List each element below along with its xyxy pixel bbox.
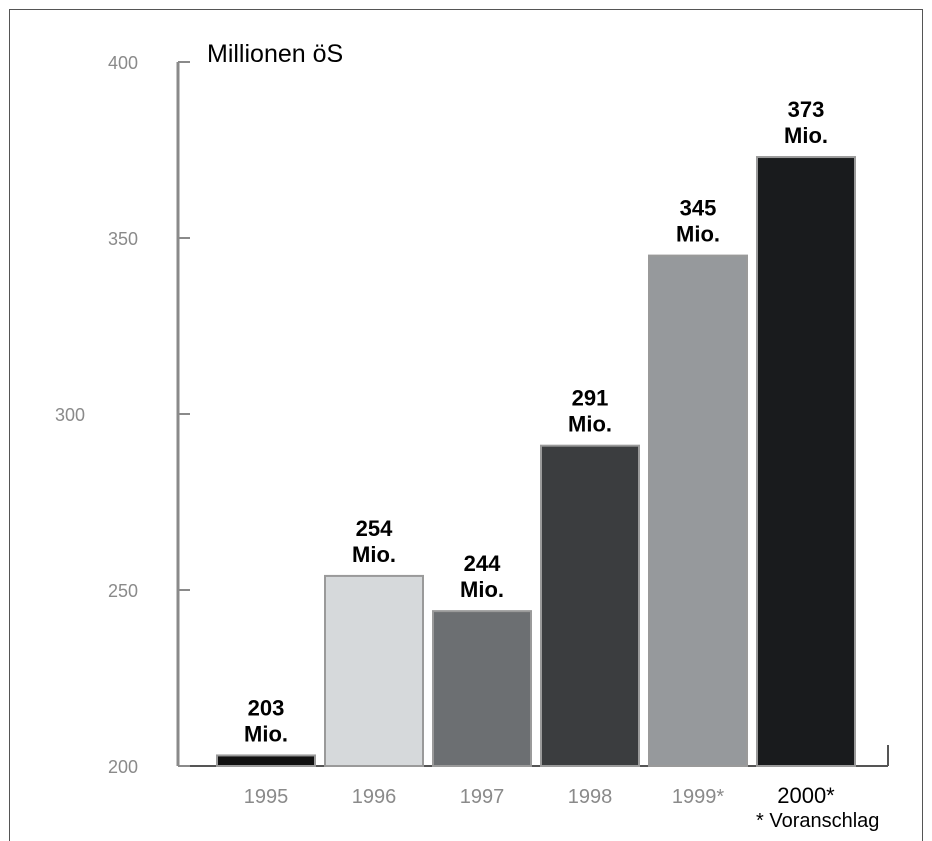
value-labels: 203 Mio. 254 Mio. 244 Mio. 291 Mio. 345 Mio. 373 Mi… xyxy=(244,97,828,746)
y-axis-unit-label: Millionen öS xyxy=(207,40,343,68)
bar-1996 xyxy=(324,574,424,767)
x-tick-label-1996: 1996 xyxy=(352,786,397,808)
bar-1997 xyxy=(432,610,532,767)
value-label-1995: 203 Mio. xyxy=(244,695,288,746)
bars xyxy=(216,156,856,768)
bar-1999 xyxy=(648,254,748,767)
x-tick-label-1999: 1999* xyxy=(672,786,724,808)
y-tick-label: 400 xyxy=(108,53,138,73)
x-tick-label-1998: 1998 xyxy=(568,786,613,808)
chart-frame xyxy=(9,9,923,841)
bar-2000 xyxy=(756,156,856,768)
x-tick-label-1995: 1995 xyxy=(244,786,289,808)
x-tick-label-1997: 1997 xyxy=(460,786,505,808)
value-label-1997: 244 Mio. xyxy=(460,551,504,602)
bar-1998 xyxy=(540,444,640,767)
footnote: * Voranschlag xyxy=(756,810,879,832)
value-label-1996: 254 Mio. xyxy=(352,516,396,567)
y-tick-label: 300 xyxy=(55,405,85,425)
y-tick-label: 200 xyxy=(108,757,138,777)
y-tick-label: 350 xyxy=(108,229,138,249)
value-label-1998: 291 Mio. xyxy=(568,386,612,437)
axes: 200 250 300 350 400 1995 1996 1997 1998 1999* 2000… xyxy=(55,53,889,808)
value-label-2000: 373 Mio. xyxy=(784,97,828,148)
y-tick-label: 250 xyxy=(108,581,138,601)
bar-1995 xyxy=(216,754,316,768)
x-tick-label-2000: 2000* xyxy=(777,783,835,808)
value-label-1999: 345 Mio. xyxy=(676,196,720,247)
